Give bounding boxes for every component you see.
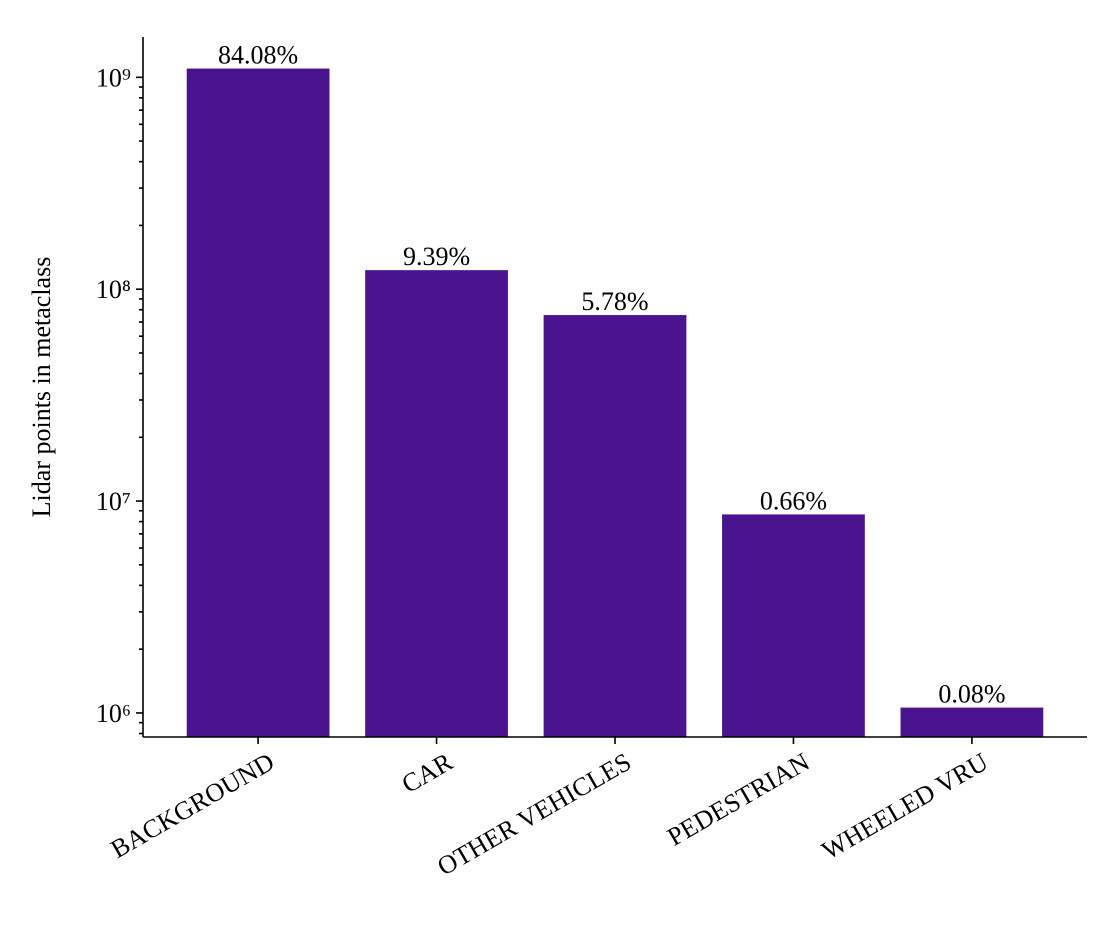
x-tick-label: WHEELED VRU (817, 747, 993, 865)
bar (365, 270, 508, 737)
x-tick-label: CAR (397, 747, 458, 799)
y-tick-label: 10⁹ (96, 63, 131, 92)
x-tick-label: BACKGROUND (106, 747, 279, 864)
y-axis-label: Lidar points in metaclass (27, 257, 56, 518)
x-tick-label: PEDESTRIAN (662, 747, 814, 852)
bar-label: 0.08% (938, 680, 1005, 709)
bar (722, 514, 865, 737)
x-tick-label: OTHER VEHICLES (432, 747, 636, 881)
bar (900, 707, 1044, 737)
y-tick-label: 10⁶ (96, 699, 131, 728)
bar (543, 315, 687, 737)
y-tick-label: 10⁸ (96, 275, 131, 304)
bar-label: 9.39% (403, 242, 470, 271)
bar-label: 5.78% (581, 287, 648, 316)
bar-label: 0.66% (760, 486, 827, 515)
y-tick-label: 10⁷ (96, 487, 131, 516)
bar (186, 68, 330, 737)
bar-label: 84.08% (218, 41, 298, 70)
